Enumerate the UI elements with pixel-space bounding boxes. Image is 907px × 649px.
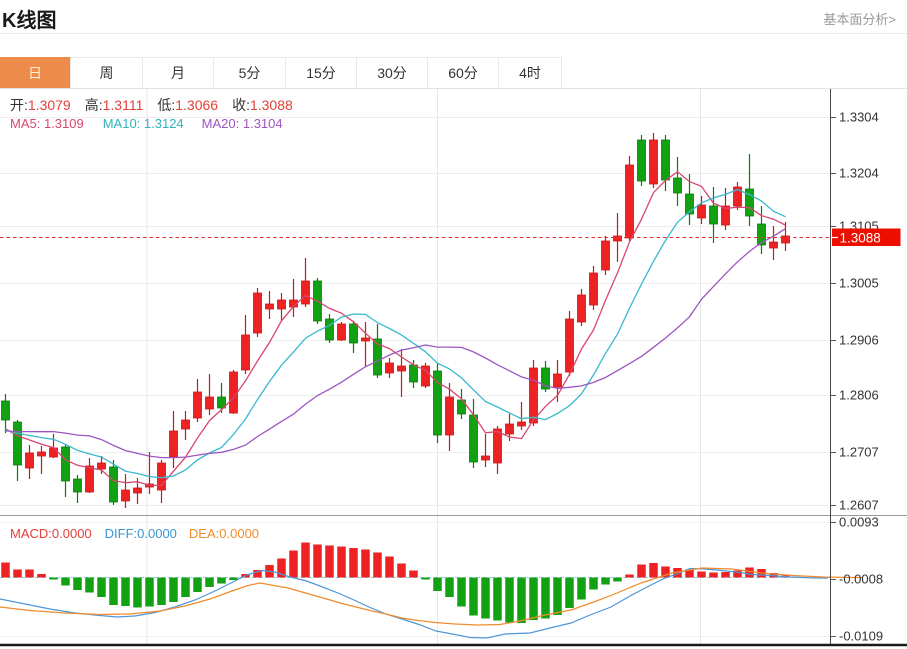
svg-text:-0.0008: -0.0008 [839,572,883,587]
svg-text:1.2607: 1.2607 [839,498,879,513]
svg-text:1.3204: 1.3204 [839,166,879,181]
svg-text:1.2707: 1.2707 [839,445,879,460]
svg-text:1.2906: 1.2906 [839,333,879,348]
svg-text:-0.0109: -0.0109 [839,629,883,644]
svg-text:0.0093: 0.0093 [839,515,879,530]
svg-text:1.2806: 1.2806 [839,388,879,403]
svg-text:1.3088: 1.3088 [840,231,881,246]
svg-text:1.3005: 1.3005 [839,276,879,291]
svg-text:1.3304: 1.3304 [839,110,879,125]
